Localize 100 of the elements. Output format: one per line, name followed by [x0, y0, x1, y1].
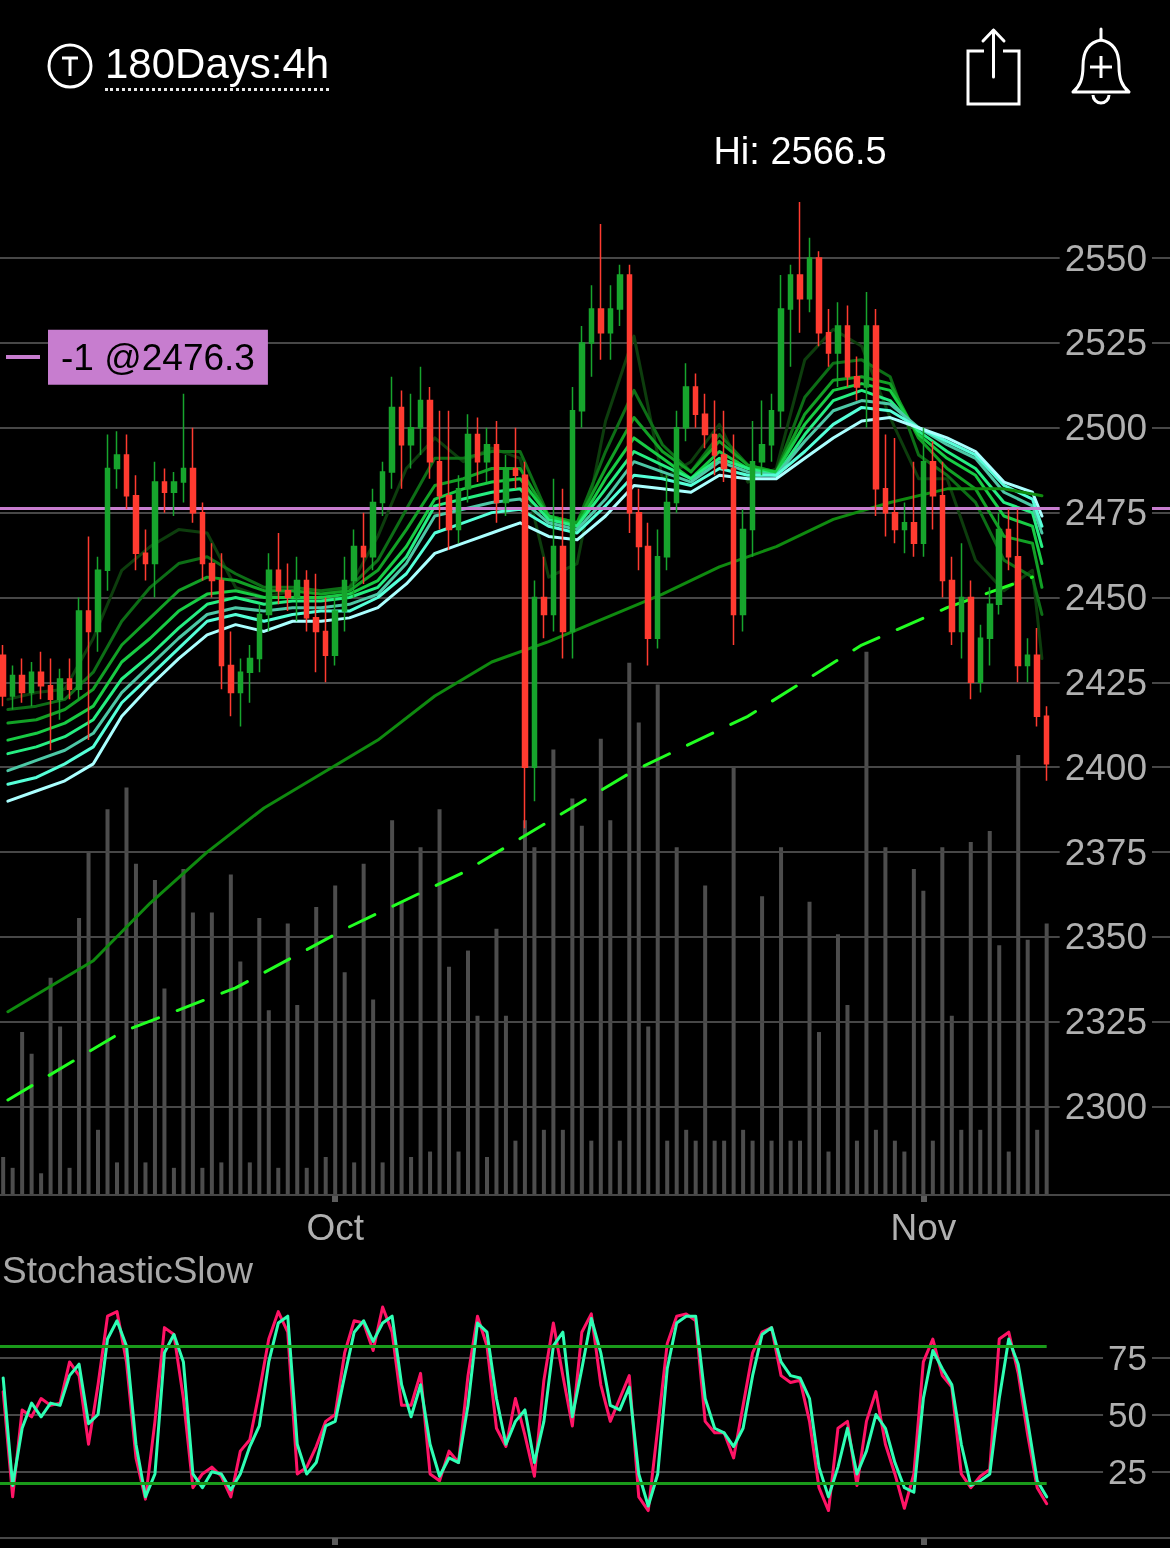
x-tick-label: Oct: [306, 1207, 365, 1248]
candlestick: [844, 304, 851, 388]
candlestick: [749, 420, 756, 558]
candlestick: [199, 501, 206, 582]
candlestick: [379, 460, 386, 517]
candlestick: [56, 668, 64, 721]
y-tick-label: 2550: [1064, 237, 1147, 279]
candlestick: [360, 511, 367, 585]
candlestick: [644, 522, 652, 667]
candlestick: [369, 488, 377, 572]
candlestick: [75, 596, 83, 701]
candlestick: [929, 440, 937, 531]
candlestick: [806, 236, 813, 314]
candlestick: [436, 410, 443, 531]
candlestick: [37, 651, 45, 701]
y-tick-label: 2375: [1064, 831, 1147, 873]
candlestick: [161, 467, 168, 514]
candlestick: [85, 535, 92, 741]
y-tick-label: 2425: [1064, 661, 1147, 703]
candlestick: [654, 528, 661, 650]
candlestick: [94, 556, 102, 653]
candlestick: [170, 471, 178, 517]
candlestick: [1024, 637, 1031, 684]
candlestick: [1005, 508, 1012, 572]
candlestick: [132, 474, 140, 572]
candlestick: [9, 664, 16, 711]
candlestick: [1033, 627, 1041, 728]
candlestick: [550, 477, 557, 633]
candlestick: [28, 661, 35, 707]
candlestick: [673, 410, 680, 514]
candlestick: [720, 410, 728, 483]
candlestick: [616, 264, 624, 327]
candlestick: [303, 569, 310, 633]
candlestick: [388, 376, 396, 490]
y-tick-label: 25: [1108, 1452, 1147, 1492]
candlestick: [464, 413, 472, 504]
candlestick: [597, 223, 605, 361]
candlestick: [275, 532, 282, 606]
y-tick-label: 2300: [1064, 1086, 1147, 1128]
candlestick: [701, 393, 709, 449]
candlestick: [18, 657, 26, 704]
candlestick: [142, 528, 149, 582]
candlestick: [445, 410, 453, 551]
candlestick: [607, 284, 614, 361]
candlestick: [711, 399, 718, 477]
candlestick: [398, 389, 405, 490]
candlestick: [256, 603, 263, 673]
y-tick-label: 2400: [1064, 746, 1147, 788]
candlestick: [502, 454, 510, 517]
candlestick: [948, 556, 956, 646]
candlestick: [426, 386, 434, 480]
candlestick: [246, 644, 254, 704]
y-tick-label: 2525: [1064, 322, 1147, 364]
annotation: Hi: 2566.5: [713, 130, 887, 172]
candlestick: [939, 460, 946, 599]
candlestick: [284, 562, 292, 612]
candlestick: [322, 596, 329, 684]
candlestick: [663, 474, 671, 572]
candlestick: [739, 508, 747, 633]
candlestick: [882, 433, 889, 538]
candlestick: [872, 308, 880, 517]
candlestick: [123, 433, 130, 510]
candlestick: [218, 552, 225, 690]
legend-label: -1 @2476.3: [61, 336, 255, 378]
candlestick: [455, 474, 462, 544]
candlestick: [920, 427, 927, 558]
candlestick: [995, 511, 1003, 616]
candlestick: [977, 623, 984, 694]
candlestick: [1043, 705, 1050, 782]
candlestick: [815, 250, 823, 348]
candlestick: [407, 393, 415, 470]
candlestick: [692, 372, 699, 429]
candlestick: [66, 657, 73, 701]
y-tick-label: 2475: [1064, 492, 1147, 534]
candlestick: [626, 264, 633, 534]
candlestick: [559, 488, 567, 660]
text: 180Days:4h: [105, 40, 330, 91]
candlestick: [910, 460, 918, 558]
y-tick-label: 2325: [1064, 1001, 1147, 1043]
candlestick: [777, 274, 785, 429]
y-tick-label: 75: [1108, 1337, 1147, 1377]
y-tick-label: 2350: [1064, 916, 1147, 958]
candlestick: [578, 325, 586, 429]
candlestick: [237, 657, 244, 728]
candlestick: [768, 393, 775, 463]
y-tick-label: 2450: [1064, 577, 1147, 618]
candlestick: [265, 552, 273, 633]
candlestick: [986, 586, 994, 667]
candlestick: [350, 528, 358, 599]
text: StochasticSlow: [2, 1250, 253, 1291]
candlestick: [531, 579, 538, 802]
candlestick: [958, 542, 965, 660]
candlestick: [540, 556, 548, 639]
candlestick: [901, 501, 908, 555]
candlestick: [493, 420, 500, 524]
y-tick-label: 50: [1108, 1395, 1147, 1435]
candlestick: [341, 556, 348, 633]
candlestick: [312, 572, 320, 673]
candlestick: [227, 630, 235, 718]
candlestick: [588, 284, 595, 378]
